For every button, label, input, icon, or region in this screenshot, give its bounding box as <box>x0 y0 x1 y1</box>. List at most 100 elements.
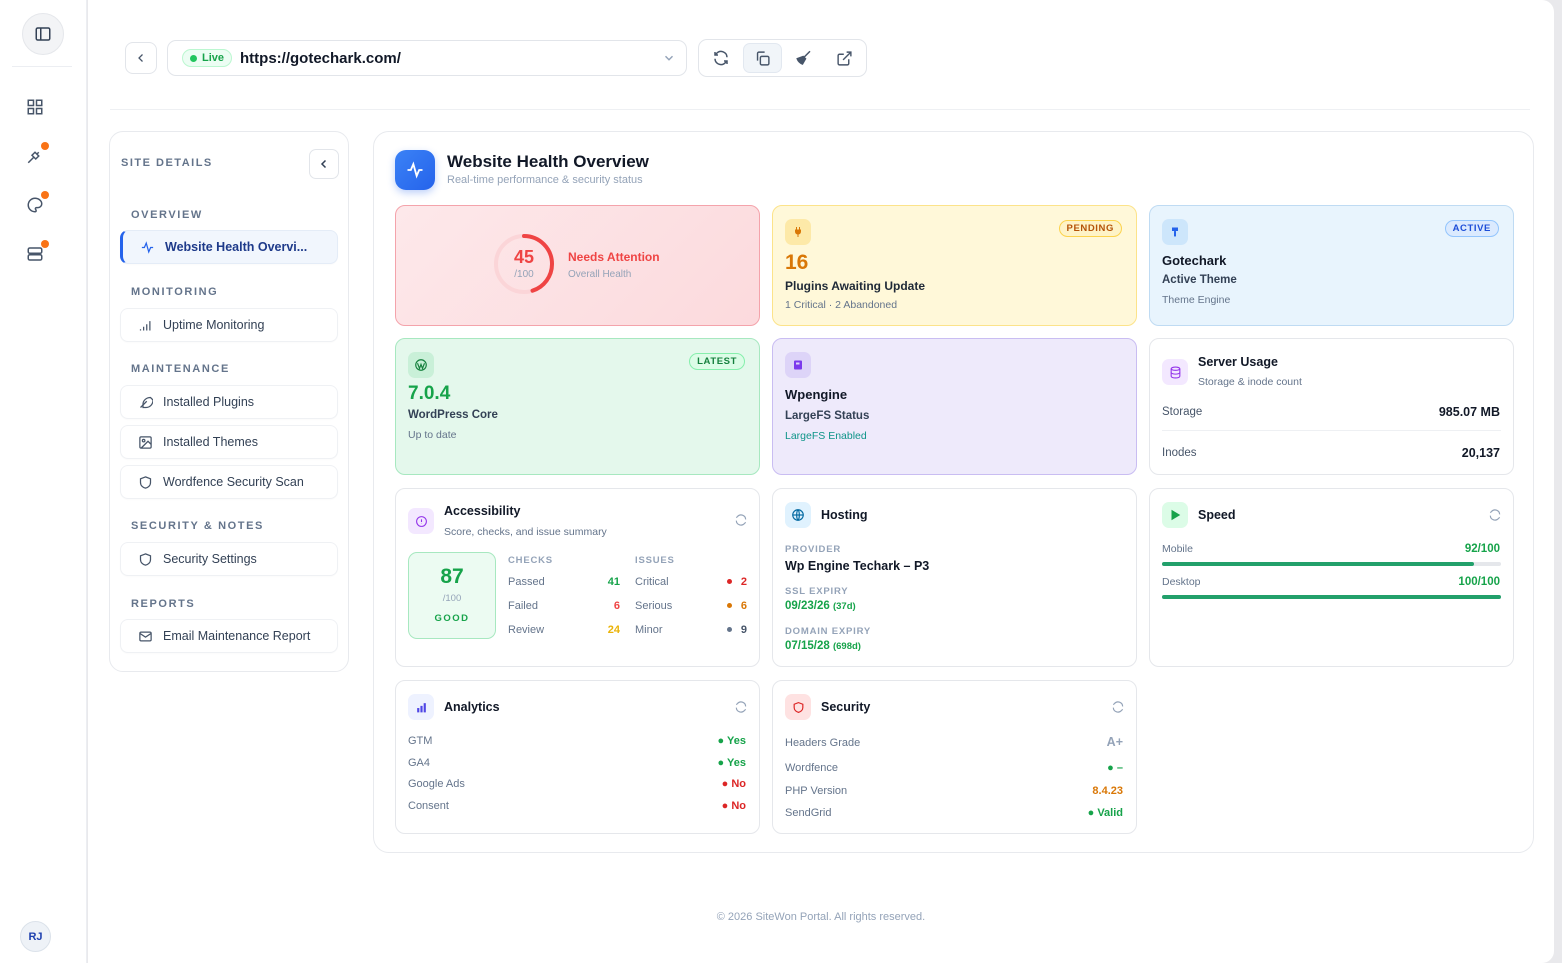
refresh-icon[interactable] <box>734 513 748 527</box>
feather-icon <box>139 396 153 408</box>
section-maintenance: MAINTENANCE <box>131 363 230 375</box>
back-button[interactable] <box>125 42 157 74</box>
inodes-value: 20,137 <box>1461 446 1500 460</box>
site-details-sidebar: SITE DETAILS OVERVIEW Website Health Ove… <box>109 131 349 672</box>
shield-icon <box>139 552 151 566</box>
notification-dot <box>41 142 49 150</box>
security-value: ● Valid <box>1087 807 1123 819</box>
theme-label: Active Theme <box>1162 274 1237 286</box>
copy-button[interactable] <box>742 43 782 73</box>
check-value: 6 <box>613 600 620 612</box>
hosting-card[interactable]: Hosting PROVIDER Wp Engine Techark – P3 … <box>772 488 1137 667</box>
ssl-label: SSL EXPIRY <box>785 586 849 597</box>
analytics-card[interactable]: Analytics GTM ● Yes GA4 ● Yes Google Ads… <box>395 680 760 834</box>
rail-servers-button[interactable] <box>24 240 49 265</box>
wordpress-label: WordPress Core <box>408 409 498 421</box>
wordpress-core-card[interactable]: LATEST 7.0.4 WordPress Core Up to date <box>395 338 760 475</box>
sidebar-item-uptime[interactable]: Uptime Monitoring <box>120 308 338 342</box>
sidebar-item-themes[interactable]: Installed Themes <box>120 425 338 459</box>
user-avatar[interactable]: RJ <box>20 921 51 952</box>
sidebar-item-health[interactable]: Website Health Overvi... <box>120 230 338 264</box>
critical-dot <box>727 579 732 584</box>
site-url-select[interactable]: Live https://gotechark.com/ <box>167 40 687 76</box>
active-badge: ACTIVE <box>1444 220 1499 237</box>
host-label: LargeFS Status <box>785 410 870 422</box>
server-usage-card[interactable]: Server Usage Storage & inode count Stora… <box>1149 338 1514 475</box>
issue-label: Minor <box>635 624 663 636</box>
storage-label: Storage <box>1162 406 1203 418</box>
grid-icon <box>27 99 43 115</box>
desktop-score: 100/100 <box>1458 576 1500 588</box>
live-label: Live <box>202 52 225 64</box>
refresh-icon <box>714 50 728 66</box>
security-card[interactable]: Security Headers Grade A+ Wordfence ● – … <box>772 680 1137 834</box>
globe-icon <box>792 509 804 521</box>
accessibility-score: 87 <box>440 565 464 588</box>
check-label: Passed <box>508 576 545 588</box>
sidebar-item-email-report[interactable]: Email Maintenance Report <box>120 619 338 653</box>
serious-dot <box>727 603 732 608</box>
check-label: Review <box>508 624 545 636</box>
collapse-sidebar-button[interactable] <box>309 149 339 179</box>
largefs-status-card[interactable]: Wpengine LargeFS Status LargeFS Enabled <box>772 338 1137 475</box>
health-caption: Overall Health <box>568 269 632 280</box>
main-area: Live https://gotechark.com/ SITE DETAILS… <box>88 0 1554 963</box>
domain-date: 07/15/28 <box>785 640 830 652</box>
security-value: 8.4.23 <box>1092 785 1123 797</box>
refresh-icon[interactable] <box>1111 700 1125 714</box>
rail-themes-button[interactable] <box>24 191 49 216</box>
issue-value: 9 <box>740 624 747 636</box>
health-score-card[interactable]: 45 /100 Needs Attention Overall Health <box>395 205 760 326</box>
live-status-dot <box>190 54 197 62</box>
desktop-bar-fill <box>1162 595 1501 599</box>
wordpress-detail: Up to date <box>408 429 457 441</box>
host-name: Wpengine <box>785 387 848 402</box>
plugins-count: 16 <box>785 251 809 274</box>
refresh-icon[interactable] <box>734 700 748 714</box>
brush-icon <box>1172 227 1178 237</box>
rail-plugins-button[interactable] <box>24 142 49 167</box>
bar-chart-icon <box>416 702 426 712</box>
server-title: Server Usage <box>1198 355 1278 369</box>
wordpress-version: 7.0.4 <box>408 383 451 404</box>
analytics-value: ● No <box>721 800 746 812</box>
open-external-button[interactable] <box>826 43 864 73</box>
speed-card[interactable]: Speed Mobile 92/100 Desktop 100/100 <box>1149 488 1514 667</box>
check-value: 24 <box>607 624 620 636</box>
sidebar-item-plugins[interactable]: Installed Plugins <box>120 385 338 419</box>
host-icon-box <box>785 352 811 378</box>
database-icon-box <box>1162 359 1188 385</box>
sidebar-item-security-settings[interactable]: Security Settings <box>120 542 338 576</box>
pending-badge: PENDING <box>1058 220 1122 237</box>
server-icon <box>27 247 43 261</box>
rail-dashboard-button[interactable] <box>24 96 46 118</box>
analytics-label: GA4 <box>408 757 431 769</box>
sidebar-item-wordfence[interactable]: Wordfence Security Scan <box>120 465 338 499</box>
clear-cache-button[interactable] <box>785 43 823 73</box>
section-security: SECURITY & NOTES <box>131 520 264 532</box>
activity-icon <box>407 161 423 179</box>
analytics-value: ● No <box>721 778 746 790</box>
refresh-button[interactable] <box>702 43 740 73</box>
storage-value: 985.07 MB <box>1438 405 1500 419</box>
footer-copyright: © 2026 SiteWon Portal. All rights reserv… <box>716 911 926 923</box>
health-score-max: /100 <box>514 269 534 280</box>
app-rail: RJ <box>0 0 87 963</box>
sidebar-item-label: Email Maintenance Report <box>163 629 311 643</box>
check-label: Failed <box>508 600 538 612</box>
plugins-update-card[interactable]: PENDING 16 Plugins Awaiting Update 1 Cri… <box>772 205 1137 326</box>
analytics-icon-box <box>408 694 434 720</box>
sidebar-toggle-button[interactable] <box>22 13 64 55</box>
copy-icon <box>756 50 770 66</box>
mobile-bar-fill <box>1162 562 1474 566</box>
accessibility-title: Accessibility <box>444 504 521 518</box>
accessibility-card[interactable]: Accessibility Score, checks, and issue s… <box>395 488 760 667</box>
mobile-score: 92/100 <box>1464 543 1500 555</box>
active-theme-card[interactable]: ACTIVE Gotechark Active Theme Theme Engi… <box>1149 205 1514 326</box>
notification-dot <box>41 191 49 199</box>
refresh-icon[interactable] <box>1488 508 1502 522</box>
security-value: A+ <box>1106 735 1123 749</box>
security-label: SendGrid <box>785 807 832 819</box>
speed-icon-box <box>1162 502 1188 528</box>
ssl-expiry: 09/23/26 (37d) <box>785 600 856 612</box>
